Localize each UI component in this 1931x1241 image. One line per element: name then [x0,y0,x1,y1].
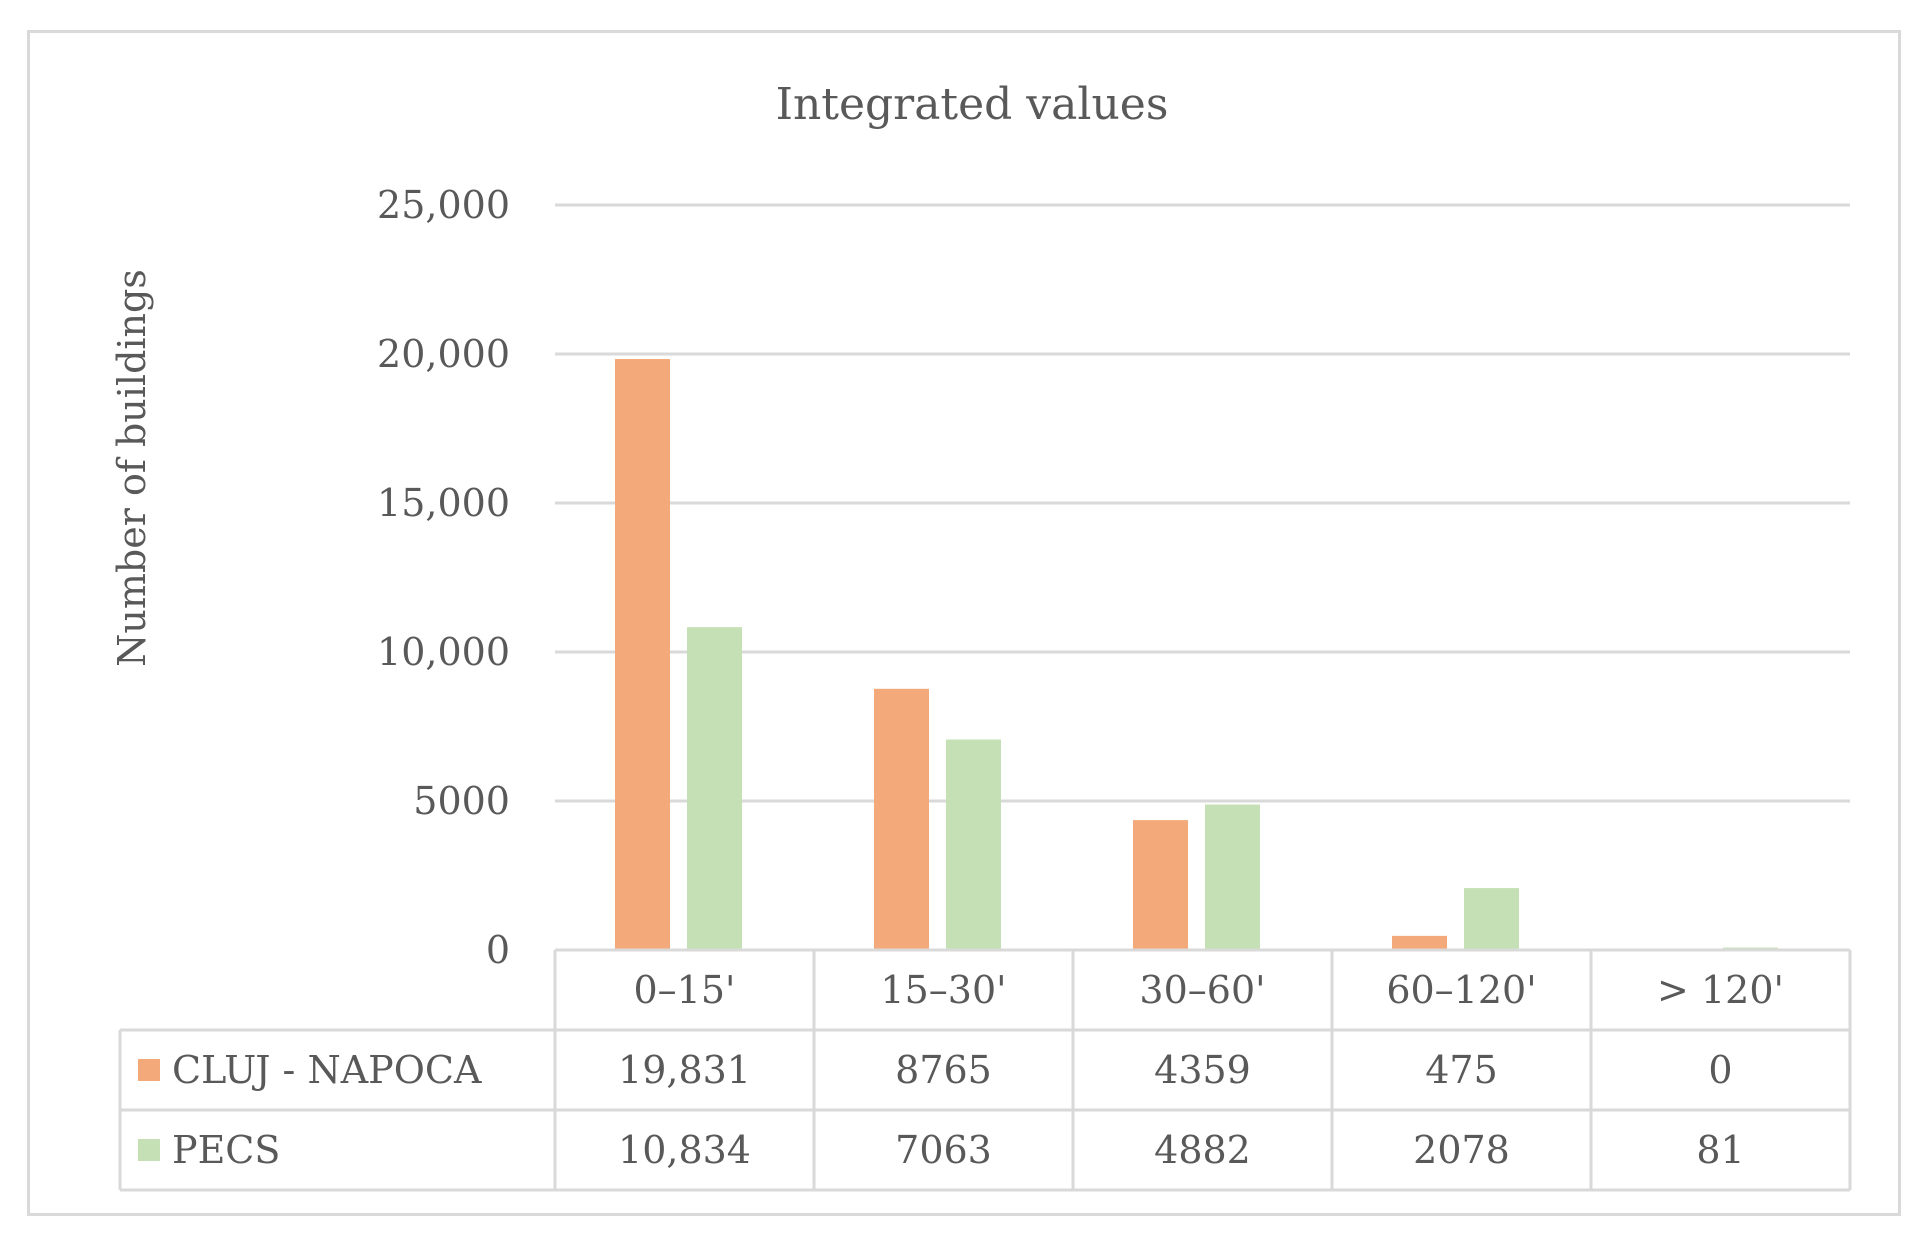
x-tick-label: 0–15' [634,968,736,1012]
legend-swatch [138,1059,160,1081]
bar [1392,935,1447,950]
x-tick-label: 30–60' [1139,968,1265,1012]
y-tick-label: 20,000 [377,332,510,376]
bar [946,739,1001,950]
data-label: 81 [1696,1128,1744,1172]
y-tick-label: 10,000 [377,630,510,674]
y-tick-label: 15,000 [377,481,510,525]
bar [687,627,742,950]
bars [615,359,1778,950]
y-tick-label: 5000 [413,779,510,823]
data-label: 19,831 [618,1048,751,1092]
bar [1464,888,1519,950]
data-label: 475 [1425,1048,1498,1092]
legend-swatch [138,1139,160,1161]
x-tick-label: 15–30' [880,968,1006,1012]
data-label: 10,834 [618,1128,751,1172]
y-axis-label: Number of buildings [110,269,154,667]
y-tick-label: 0 [486,928,510,972]
bar [615,359,670,950]
legend-label: PECS [172,1128,280,1172]
data-label: 4882 [1154,1128,1251,1172]
data-label: 0 [1708,1048,1732,1092]
chart-title: Integrated values [776,79,1169,130]
x-tick-label: 60–120' [1386,968,1536,1012]
bar [874,688,929,950]
data-table: 0–15' 15–30' 30–60' 60–120' > 120' CLUJ - NAP… [118,948,1852,1192]
x-tick-label: > 120' [1657,968,1784,1012]
data-label: 8765 [895,1048,992,1092]
bar [1133,820,1188,950]
bar [1205,804,1260,950]
chart-frame: Integrated values Number of buildings 0 5… [27,30,1901,1216]
data-label: 2078 [1413,1128,1510,1172]
legend-label: CLUJ - NAPOCA [172,1048,482,1092]
bar-chart: Integrated values Number of buildings 0 5… [110,79,1852,1192]
data-label: 7063 [895,1128,992,1172]
gridlines [555,203,1850,803]
data-label: 4359 [1154,1048,1251,1092]
y-tick-label: 25,000 [377,183,510,227]
y-axis-ticks: 0 5000 10,000 15,000 20,000 25,000 [377,183,510,972]
